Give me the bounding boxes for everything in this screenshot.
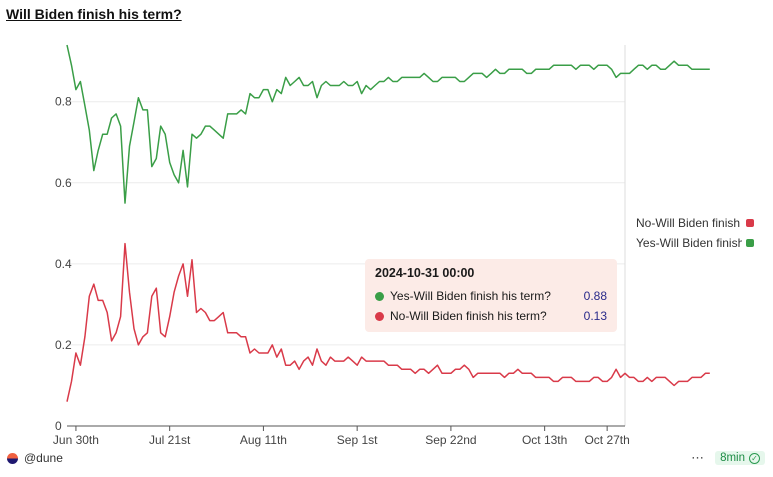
x-tick-label: Jun 30th (53, 433, 99, 447)
legend: No-Will Biden finish his term? Yes-Will B… (636, 213, 766, 253)
series-line-yes[interactable] (66, 44, 710, 204)
check-circle-icon: ✓ (749, 452, 760, 464)
tooltip-row-yes: Yes-Will Biden finish his term? 0.88 (375, 286, 607, 306)
x-tick-label: Aug 11th (240, 433, 287, 447)
x-tick-label: Jul 21st (149, 433, 191, 447)
x-tick-label: Sep 1st (337, 433, 378, 447)
legend-swatch (746, 239, 754, 247)
tooltip-yes-value: 0.88 (583, 289, 607, 303)
chart-title: Will Biden finish his term? (6, 6, 182, 22)
author-credit[interactable]: @dune (7, 451, 63, 465)
series-line-no[interactable] (66, 242, 710, 402)
dune-logo-icon (7, 452, 18, 464)
legend-item-no[interactable]: No-Will Biden finish his term? (636, 213, 766, 233)
x-tick-label: Oct 13th (522, 433, 567, 447)
axes: 0 0.2 0.4 0.6 0.8 Jun 30th Jul 21st Aug 11th Sep… (53, 95, 630, 447)
y-tick-label: 0.6 (55, 176, 72, 190)
refresh-badge[interactable]: 8min ✓ (715, 451, 765, 465)
tooltip-no-label: No-Will Biden finish his term? (390, 309, 547, 323)
more-dots-icon[interactable]: ⋯ (691, 450, 706, 465)
y-tick-label: 0.4 (55, 257, 72, 271)
x-tick-label: Sep 22nd (425, 433, 476, 447)
legend-label: Yes-Will Biden finish his term? (636, 236, 742, 250)
tooltip-date: 2024-10-31 00:00 (375, 266, 475, 280)
y-tick-label: 0 (55, 419, 62, 433)
author-handle[interactable]: @dune (24, 451, 63, 465)
refresh-age: 8min (720, 452, 745, 464)
tooltip-yes-dot (375, 291, 384, 301)
tooltip-row-no: No-Will Biden finish his term? 0.13 (375, 306, 607, 326)
hover-tooltip: 2024-10-31 00:00 Yes-Will Biden finish h… (365, 259, 617, 332)
gridlines (67, 45, 626, 426)
legend-swatch (746, 219, 754, 227)
tooltip-no-value: 0.13 (583, 309, 607, 323)
tooltip-no-dot (375, 311, 384, 321)
tooltip-yes-label: Yes-Will Biden finish his term? (390, 289, 551, 303)
legend-item-yes[interactable]: Yes-Will Biden finish his term? (636, 233, 766, 253)
y-tick-label: 0.8 (55, 95, 72, 109)
footer-status: ⋯ 8min ✓ (691, 450, 765, 466)
series-lines[interactable] (66, 44, 710, 402)
x-tick-label: Oct 27th (584, 433, 629, 447)
y-tick-label: 0.2 (55, 338, 72, 352)
legend-label: No-Will Biden finish his term? (636, 216, 742, 230)
